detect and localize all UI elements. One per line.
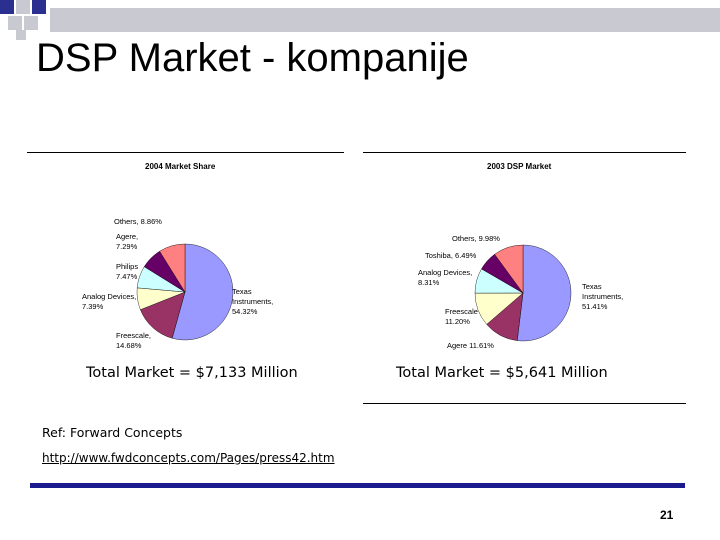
pie-svg-2003 xyxy=(474,244,572,342)
slice-label-philips: Philips 7.47% xyxy=(116,262,138,282)
rule-right-bottom xyxy=(363,403,686,404)
pie-slice-others xyxy=(159,243,186,293)
slice-label-line: Analog Devices, xyxy=(418,268,473,277)
pie-slice-texas-instruments xyxy=(516,244,572,342)
slice-label-freescale: Freescale 11.20% xyxy=(445,307,478,327)
slice-label-line: Instruments, xyxy=(582,292,624,301)
slice-label-line: 51.41% xyxy=(582,302,608,311)
slice-label-line: 8.31% xyxy=(418,278,440,287)
slice-label-line: Others, 8.86% xyxy=(114,217,162,226)
slice-label-line: 11.20% xyxy=(445,317,470,326)
slice-label-line: 7.39% xyxy=(82,302,104,311)
rule-left-top xyxy=(27,152,344,153)
slide-title: DSP Market - kompanije xyxy=(36,36,469,80)
deco-square-1 xyxy=(0,0,14,14)
deco-square-5 xyxy=(24,16,38,30)
slice-label-others: Others, 8.86% xyxy=(114,217,162,227)
slice-label-line: 7.29% xyxy=(116,242,138,251)
deco-square-6 xyxy=(16,30,26,40)
slice-label-toshiba: Toshiba, 6.49% xyxy=(425,251,476,261)
chart-title-2004: 2004 Market Share xyxy=(145,162,216,171)
slice-label-agere: Agere, 7.29% xyxy=(116,232,138,252)
slice-label-line: Texas xyxy=(232,287,252,296)
slice-label-line: Agere, xyxy=(116,232,139,241)
chart-title-2003: 2003 DSP Market xyxy=(487,162,552,171)
slice-label-line: Freescale, xyxy=(116,331,152,340)
slice-label-line: 54.32% xyxy=(232,307,258,316)
slice-label-line: Freescale xyxy=(445,307,478,316)
deco-square-2 xyxy=(16,0,30,14)
deco-square-4 xyxy=(8,16,22,30)
footer-bar xyxy=(30,483,685,488)
pie-slice-others xyxy=(494,244,524,294)
header-decoration xyxy=(0,0,720,40)
reference-link[interactable]: http://www.fwdconcepts.com/Pages/press42… xyxy=(42,451,335,465)
slice-label-freescale: Freescale, 14.68% xyxy=(116,331,151,351)
slice-label-line: Instruments, xyxy=(232,297,274,306)
slice-label-line: 7.47% xyxy=(116,272,138,281)
page-number: 21 xyxy=(660,508,674,522)
total-market-2004: Total Market = $7,133 Million xyxy=(86,365,298,381)
slice-label-agere: Agere 11.61% xyxy=(447,341,494,351)
reference-text: Ref: Forward Concepts xyxy=(42,425,183,440)
slice-label-texas-instruments: Texas Instruments, 51.41% xyxy=(582,282,623,312)
slice-label-texas-instruments: Texas Instruments, 54.32% xyxy=(232,287,273,317)
slice-label-line: Agere 11.61% xyxy=(447,341,494,350)
header-band xyxy=(50,8,720,32)
slice-label-others: Others, 9.98% xyxy=(452,234,500,244)
pie-slice-texas-instruments xyxy=(171,243,234,341)
slice-label-line: Philips xyxy=(116,262,139,271)
total-market-2003: Total Market = $5,641 Million xyxy=(396,365,608,381)
slice-label-analog-devices: Analog Devices, 8.31% xyxy=(418,268,472,288)
rule-right-top xyxy=(363,152,686,153)
slice-label-line: 14.68% xyxy=(116,341,142,350)
slice-label-line: Others, 9.98% xyxy=(452,234,500,243)
slice-label-line: Toshiba, 6.49% xyxy=(425,251,477,260)
slice-label-analog-devices: Analog Devices, 7.39% xyxy=(82,292,136,312)
slice-label-line: Analog Devices, xyxy=(82,292,137,301)
pie-svg-2004 xyxy=(136,243,234,341)
slice-label-line: Texas xyxy=(582,282,602,291)
deco-square-3 xyxy=(32,0,46,14)
